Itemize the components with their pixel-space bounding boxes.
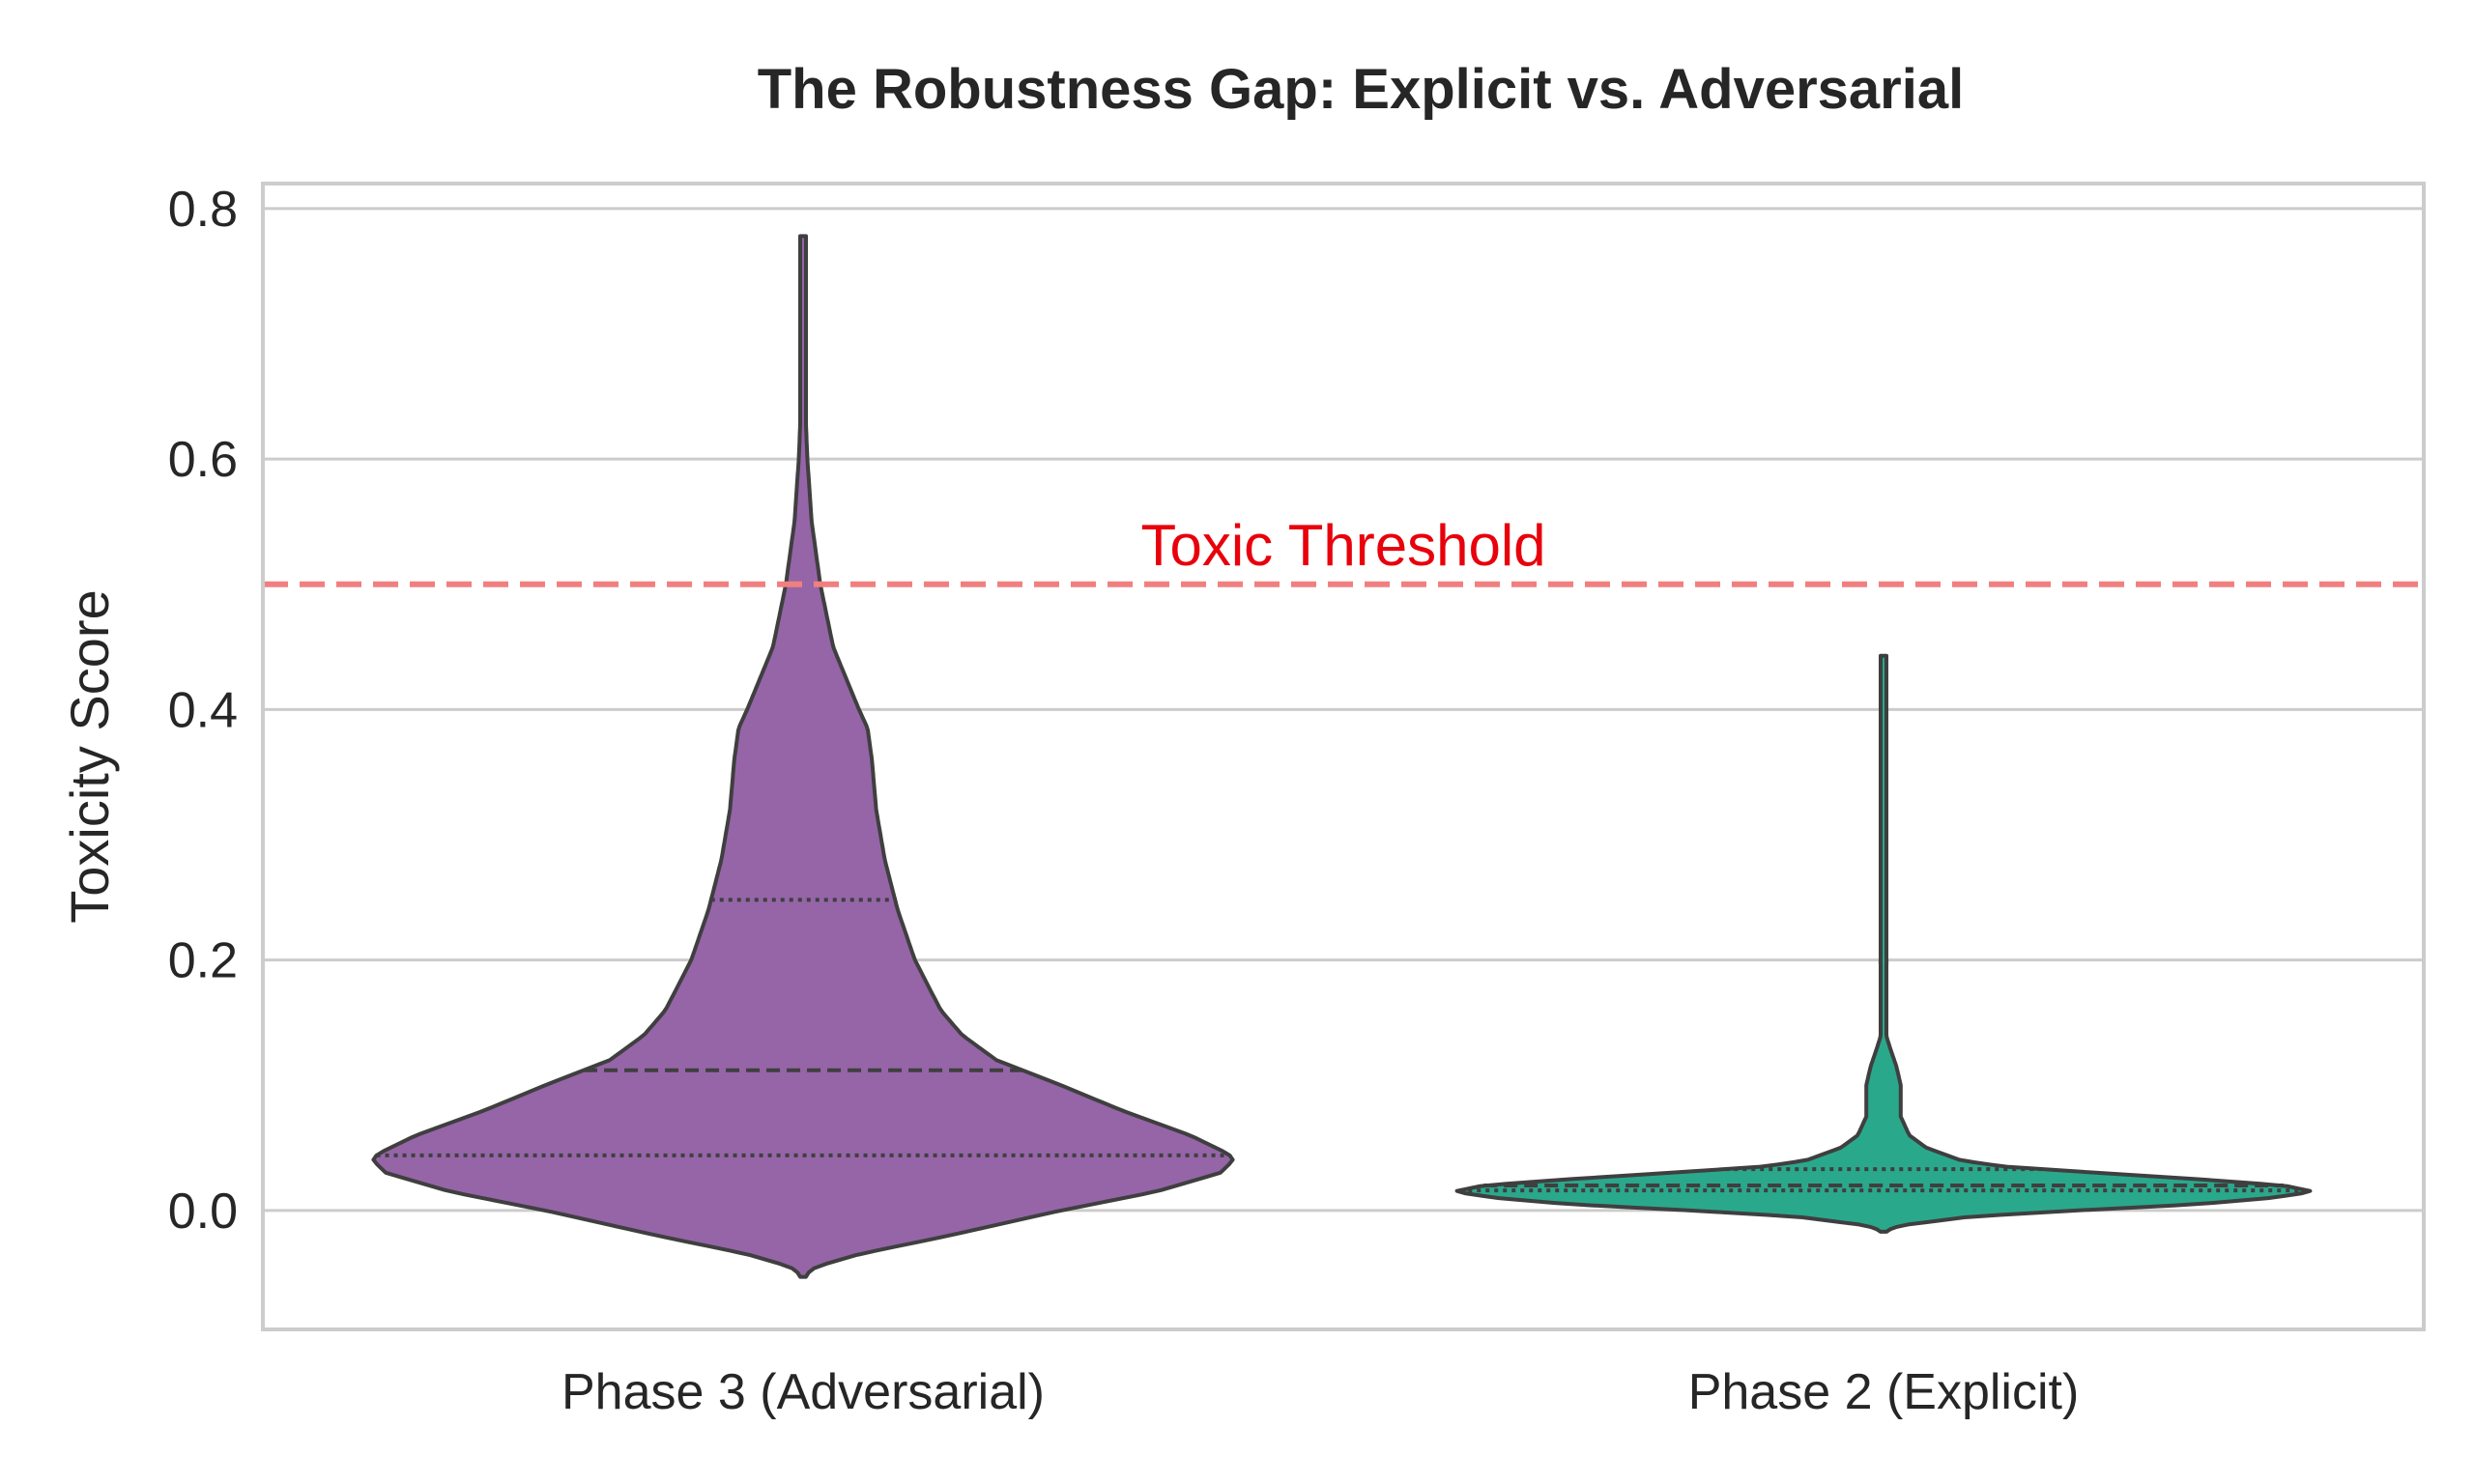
y-axis-label: Toxicity Score [59,589,120,923]
x-axis: Phase 3 (Adversarial) Phase 2 (Explicit) [561,1364,2079,1420]
grid [263,207,2424,1213]
plot-frame [261,182,2426,1331]
violin-body [371,234,1235,1279]
y-tick-label: 0.4 [168,682,238,738]
y-tick-label: 0.8 [168,182,238,238]
x-tick-label: Phase 3 (Adversarial) [561,1364,1045,1420]
y-tick-label: 0.0 [168,1184,238,1240]
threshold-label: Toxic Threshold [1140,513,1545,578]
x-tick-label: Phase 2 (Explicit) [1688,1364,2080,1420]
chart-title: The Robustness Gap: Explicit vs. Adversa… [758,58,1964,121]
y-axis: 0.0 0.2 0.4 0.6 0.8 [168,182,238,1240]
violin-body [1454,653,2313,1234]
y-tick-label: 0.2 [168,933,238,989]
violins [371,234,2313,1279]
y-tick-label: 0.6 [168,432,238,488]
